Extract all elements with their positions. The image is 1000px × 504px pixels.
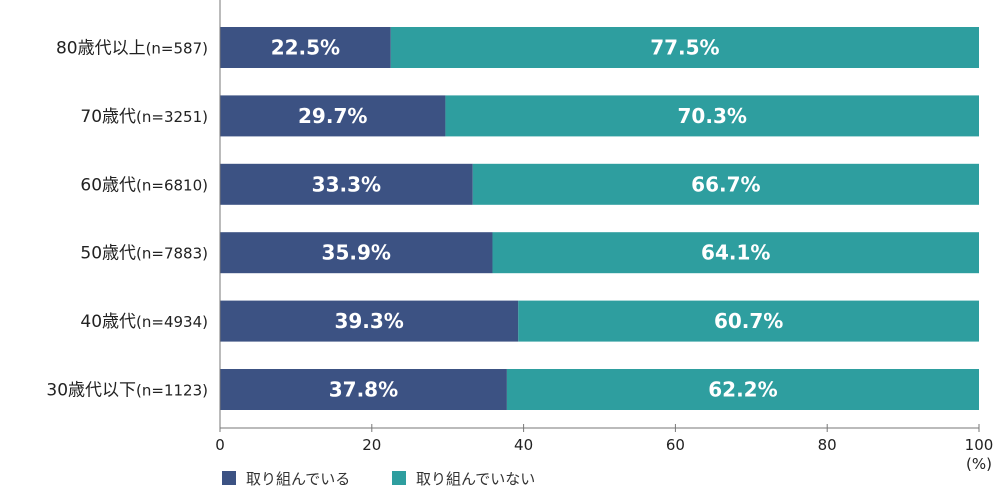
value-label: 62.2% (708, 378, 777, 402)
bar-segment-engaged (220, 95, 446, 137)
legend-label: 取り組んでいない (416, 470, 535, 488)
x-tick-label: 100 (965, 436, 994, 454)
category-name: 40歳代 (80, 312, 136, 332)
x-tick-label: 80 (818, 436, 837, 454)
category-count: (n=1123) (136, 382, 208, 400)
category-label: 70歳代(n=3251) (80, 107, 208, 127)
x-tick-label: 20 (362, 436, 381, 454)
x-tick-label: 0 (215, 436, 225, 454)
category-name: 70歳代 (80, 107, 136, 127)
bar-segment-not-engaged (472, 163, 979, 205)
category-name: 80歳代以上 (56, 39, 146, 59)
value-label: 60.7% (714, 309, 783, 333)
category-name: 50歳代 (80, 244, 136, 264)
value-label: 66.7% (691, 172, 760, 196)
category-label: 40歳代(n=4934) (80, 312, 208, 332)
category-count: (n=7883) (136, 245, 208, 263)
bar-segment-engaged (220, 300, 519, 342)
x-tick-label: 60 (666, 436, 685, 454)
x-tick-label: 40 (514, 436, 533, 454)
value-label: 35.9% (322, 241, 391, 265)
value-label: 33.3% (312, 172, 381, 196)
value-label: 22.5% (271, 36, 340, 60)
bar-segment-engaged (220, 369, 507, 410)
x-axis-unit: (%) (966, 455, 992, 473)
category-count: (n=4934) (136, 313, 208, 331)
legend-swatch (392, 471, 406, 485)
category-label: 80歳代以上(n=587) (56, 39, 208, 59)
legend-label: 取り組んでいる (246, 470, 350, 488)
value-label: 37.8% (329, 378, 398, 402)
value-label: 39.3% (334, 309, 403, 333)
bar-segment-engaged (220, 232, 493, 274)
bar-segment-not-engaged (390, 27, 979, 68)
category-label: 50歳代(n=7883) (80, 244, 208, 264)
category-count: (n=587) (146, 40, 208, 58)
bar-segment-not-engaged (518, 300, 979, 342)
bar-segment-engaged (220, 27, 391, 68)
category-count: (n=6810) (136, 176, 208, 194)
category-name: 60歳代 (80, 175, 136, 195)
bar-segment-engaged (220, 163, 473, 205)
bar-segment-not-engaged (506, 369, 979, 410)
bar-segment-not-engaged (445, 95, 980, 137)
value-label: 64.1% (701, 241, 770, 265)
legend-swatch (222, 471, 236, 485)
value-label: 29.7% (298, 104, 367, 128)
bar-segment-not-engaged (492, 232, 979, 274)
value-label: 70.3% (678, 104, 747, 128)
category-count: (n=3251) (136, 108, 208, 126)
value-label: 77.5% (650, 36, 719, 60)
category-label: 60歳代(n=6810) (80, 175, 208, 195)
category-label: 30歳代以下(n=1123) (46, 381, 208, 401)
category-name: 30歳代以下 (46, 381, 136, 401)
